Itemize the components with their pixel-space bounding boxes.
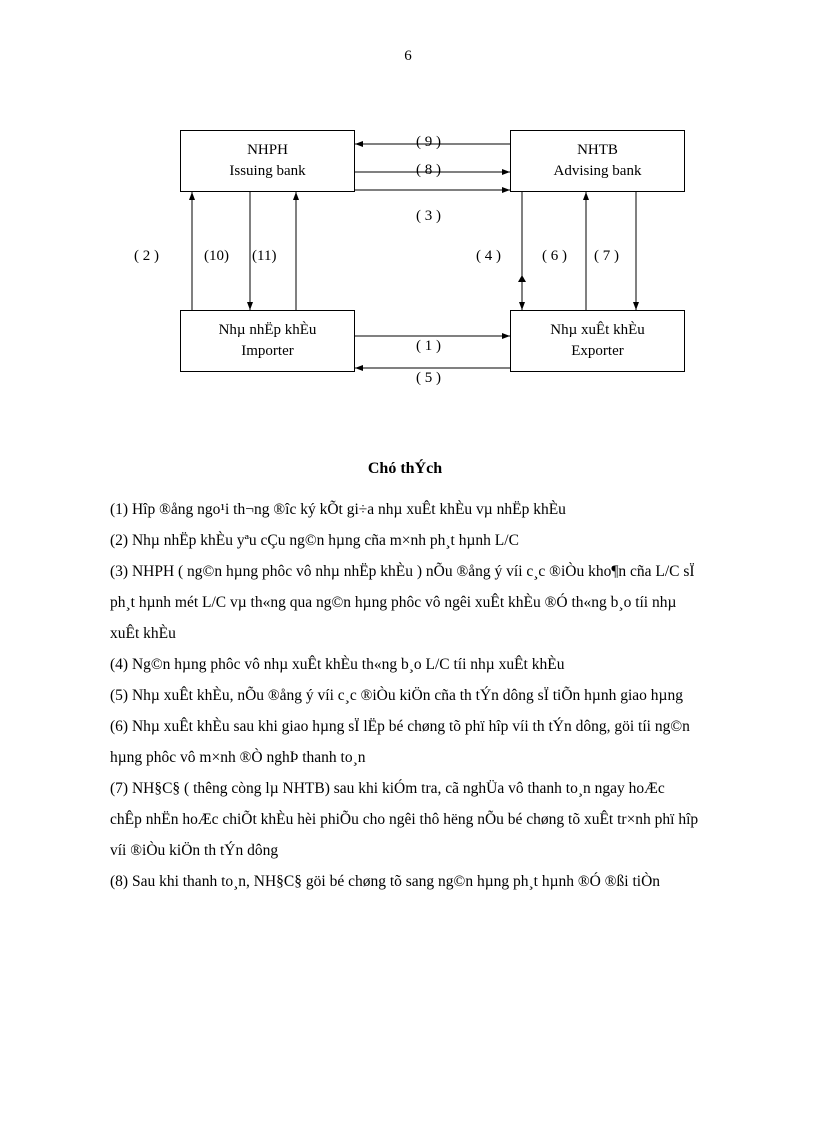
arrow-label-l2: ( 2 )	[134, 248, 159, 265]
annotations-list: (1) Hîp ®ång ngo¹i th¬ng ®îc ký kÕt gi÷a…	[110, 494, 700, 897]
arrow-label-l8: ( 8 )	[416, 162, 441, 179]
diagram-box-exporter: Nhµ xuÊt khÈuExporter	[510, 310, 685, 372]
arrow-label-l5: ( 5 )	[416, 370, 441, 387]
annotation-5: (5) Nhµ xuÊt khÈu, nÕu ®ång ý víi c¸c ®i…	[110, 680, 700, 711]
annotation-7: (7) NH§C§ ( thêng còng lµ NHTB) sau khi …	[110, 773, 700, 866]
box-line2: Exporter	[571, 341, 623, 362]
diagram-box-advising_bank: NHTBAdvising bank	[510, 130, 685, 192]
arrow-label-l7: ( 7 )	[594, 248, 619, 265]
lc-flow-diagram: NHPHIssuing bank NHTBAdvising bank Nhµ nhË…	[120, 120, 690, 420]
arrow-label-l4: ( 4 )	[476, 248, 501, 265]
box-line1: NHTB	[577, 140, 618, 161]
section-title: Chó thÝch	[110, 460, 700, 478]
mark-0	[518, 275, 526, 282]
annotation-4: (4) Ng©n hµng phôc vô nhµ xuÊt khÈu th«n…	[110, 649, 700, 680]
arrow-label-l6: ( 6 )	[542, 248, 567, 265]
arrow-label-l10: (10)	[204, 248, 229, 265]
box-line2: Importer	[241, 341, 293, 362]
diagram-box-importer: Nhµ nhËp khÈuImporter	[180, 310, 355, 372]
arrow-label-l3: ( 3 )	[416, 208, 441, 225]
annotations-section: Chó thÝch (1) Hîp ®ång ngo¹i th¬ng ®îc k…	[110, 460, 700, 897]
annotation-8: (8) Sau khi thanh to¸n, NH§C§ göi bé chø…	[110, 866, 700, 897]
annotation-6: (6) Nhµ xuÊt khÈu sau khi giao hµng sÏ l…	[110, 711, 700, 773]
page-number: 6	[0, 48, 816, 65]
box-line2: Advising bank	[554, 161, 642, 182]
arrow-label-l9: ( 9 )	[416, 134, 441, 151]
diagram-box-issuing_bank: NHPHIssuing bank	[180, 130, 355, 192]
box-line1: Nhµ xuÊt khÈu	[550, 320, 644, 341]
annotation-3: (3) NHPH ( ng©n hµng phôc vô nhµ nhËp kh…	[110, 556, 700, 649]
arrow-label-l11: (11)	[252, 248, 276, 265]
annotation-2: (2) Nhµ nhËp khÈu yªu cÇu ng©n hµng cña …	[110, 525, 700, 556]
box-line1: NHPH	[247, 140, 288, 161]
box-line2: Issuing bank	[229, 161, 305, 182]
arrow-label-l1: ( 1 )	[416, 338, 441, 355]
box-line1: Nhµ nhËp khÈu	[219, 320, 317, 341]
annotation-1: (1) Hîp ®ång ngo¹i th¬ng ®îc ký kÕt gi÷a…	[110, 494, 700, 525]
